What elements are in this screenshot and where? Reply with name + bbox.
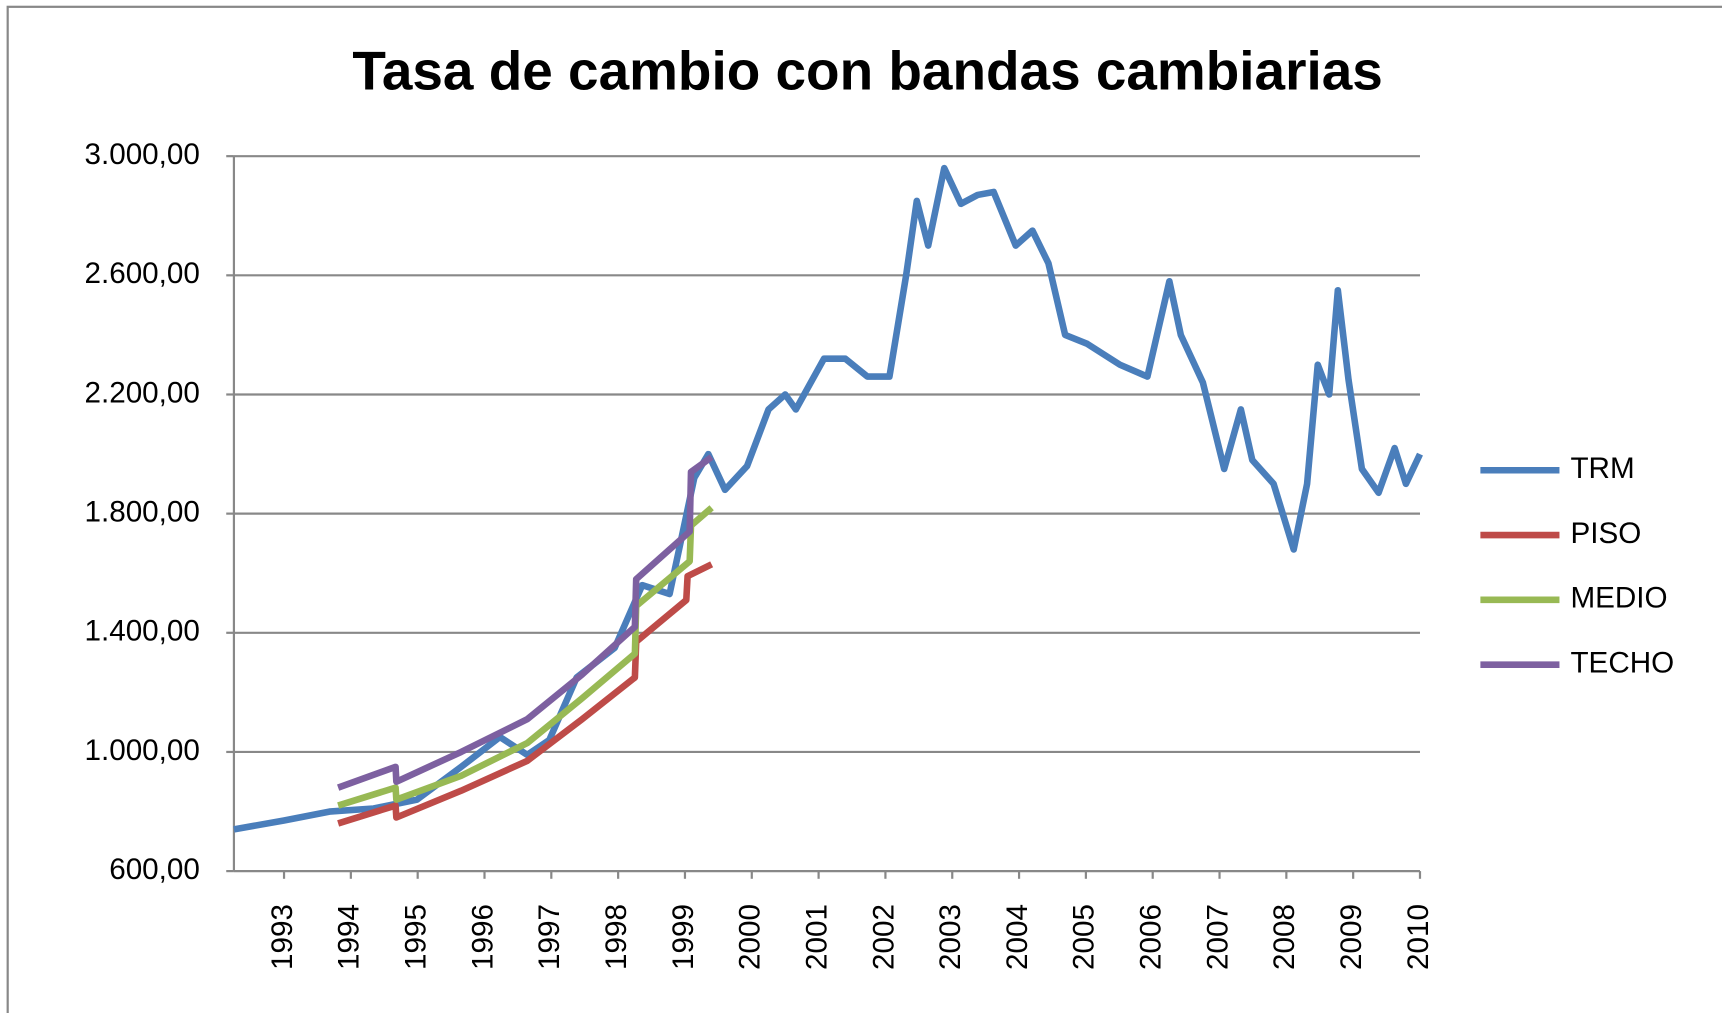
x-tick-label: 2007 [1201, 904, 1234, 970]
y-tick-label: 3.000,00 [84, 138, 199, 171]
legend-label: PISO [1570, 517, 1641, 550]
y-tick-label: 1.000,00 [84, 734, 199, 767]
x-tick-label: 2002 [867, 904, 900, 970]
legend-label: MEDIO [1570, 582, 1667, 615]
series-line [337, 454, 714, 791]
x-tick-label: 2004 [1001, 904, 1034, 970]
x-tick-label: 2010 [1402, 904, 1435, 970]
y-tick-label: 2.200,00 [84, 376, 199, 409]
x-tick-label: 1999 [667, 904, 700, 970]
y-tick-label: 600,00 [109, 853, 200, 886]
x-tick-label: 1996 [466, 904, 499, 970]
series-line [337, 561, 714, 827]
legend-label: TECHO [1570, 646, 1674, 679]
x-tick-label: 1993 [266, 904, 299, 970]
y-tick-label: 1.800,00 [84, 495, 199, 528]
x-tick-label: 1995 [400, 904, 433, 970]
chart-title: Tasa de cambio con bandas cambiarias [352, 39, 1382, 101]
x-tick-label: 1997 [533, 904, 566, 970]
x-tick-label: 1994 [333, 904, 366, 970]
x-tick-label: 2005 [1068, 904, 1101, 970]
x-tick-label: 2008 [1268, 904, 1301, 970]
x-tick-label: 2003 [934, 904, 967, 970]
chart-frame [6, 5, 1722, 1013]
x-tick-label: 2001 [800, 904, 833, 970]
x-tick-label: 1998 [600, 904, 633, 970]
y-tick-label: 1.400,00 [84, 615, 199, 648]
legend-label: TRM [1570, 452, 1634, 485]
series-line [337, 505, 714, 809]
y-tick-label: 2.600,00 [84, 257, 199, 290]
x-tick-label: 2000 [734, 904, 767, 970]
x-tick-label: 2009 [1335, 904, 1368, 970]
x-tick-label: 2006 [1135, 904, 1168, 970]
